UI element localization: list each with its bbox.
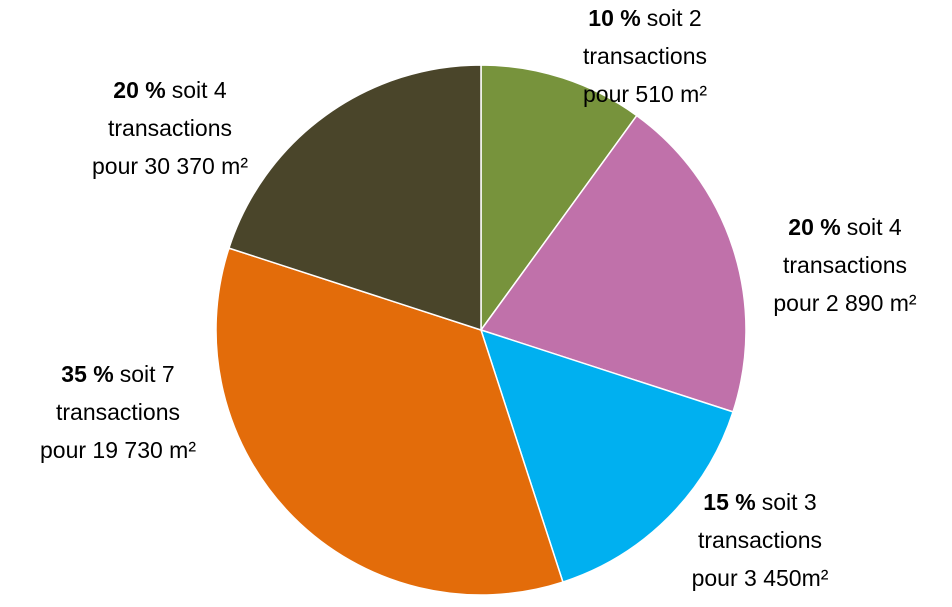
- label-line: soit 4: [847, 214, 902, 240]
- pie-slice: [480, 64, 638, 333]
- label-line: soit 4: [172, 77, 227, 103]
- pie-slice: [479, 328, 734, 583]
- slice-label: 35 % soit 7: [61, 361, 174, 387]
- value-label: 20 %: [788, 214, 840, 240]
- label-line: pour 30 370 m²: [92, 153, 248, 179]
- slice-label: 15 % soit 3: [703, 489, 816, 515]
- value-label: 10 %: [588, 5, 640, 31]
- label-line: soit 3: [762, 489, 817, 515]
- label-line: transactions: [783, 252, 907, 278]
- slice-label: 10 % soit 2: [588, 5, 701, 31]
- label-line: transactions: [56, 399, 180, 425]
- label-line: pour 19 730 m²: [40, 437, 196, 463]
- label-line: pour 510 m²: [583, 81, 707, 107]
- pie-slice: [479, 114, 747, 413]
- slice-label: 20 % soit 4: [113, 77, 227, 103]
- label-line: pour 3 450m²: [692, 565, 829, 591]
- value-label: 15 %: [703, 489, 755, 515]
- slice-label: 20 % soit 4: [788, 214, 902, 240]
- pie-slice: [228, 64, 482, 332]
- value-label: 35 %: [61, 361, 113, 387]
- label-line: soit 2: [647, 5, 702, 31]
- label-line: soit 7: [120, 361, 175, 387]
- value-label: 20 %: [113, 77, 165, 103]
- label-line: pour 2 890 m²: [773, 290, 917, 316]
- label-line: transactions: [698, 527, 822, 553]
- label-line: transactions: [583, 43, 707, 69]
- pie-slice: [215, 247, 564, 596]
- label-line: transactions: [108, 115, 232, 141]
